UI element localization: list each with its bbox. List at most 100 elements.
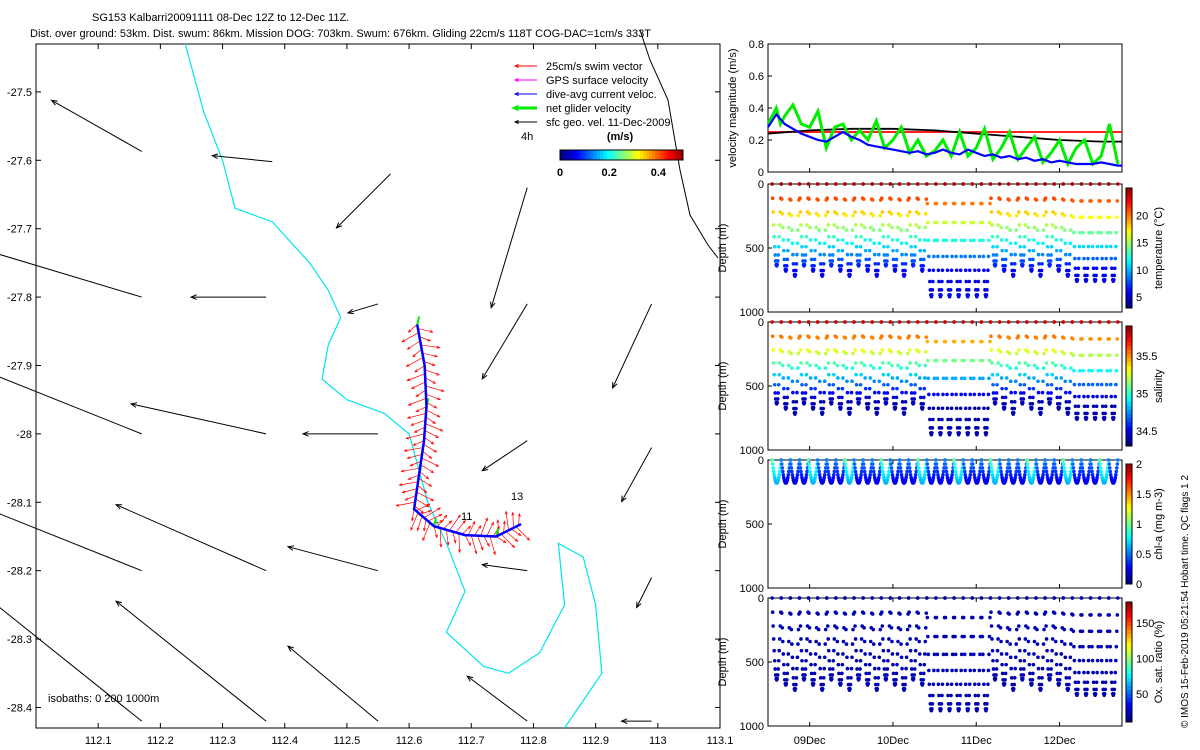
chl-a-sample [908,473,913,477]
temperature-profiles [770,182,1120,299]
oxygen-sample [830,673,835,677]
oxygen-sample [1063,655,1068,660]
salinity-sample [844,366,849,370]
oxygen-sample [981,652,985,657]
oxygen-sample [914,637,918,641]
chl-a-sample [852,462,857,466]
oxygen-sample [849,666,854,671]
oxygen-sample [1022,658,1027,663]
colorbar-swatch [679,150,684,160]
chl-a-sample [868,469,873,474]
map-x-tick-label: 112.5 [334,735,361,747]
chl-a-sample [854,473,858,477]
temperature-sample [858,253,862,257]
oxygen-sample [924,611,929,615]
oxygen-sample [913,658,917,663]
oxygen-sample [943,596,947,600]
oxygen-sample [959,668,963,673]
salinity-sample [1057,401,1062,406]
salinity-sample [1098,337,1102,341]
oxygen-colorbar-swatch [1126,622,1132,627]
salinity-sample [881,361,885,365]
salinity-colorbar-swatch [1126,426,1132,431]
temperature-sample [881,223,885,227]
oxygen-colorbar-swatch [1126,710,1132,715]
oxygen-sample [1104,670,1109,675]
salinity-sample [1015,320,1020,324]
salinity-sample [952,320,956,324]
temperature-sample [1098,215,1103,220]
salinity-sample [1046,391,1050,395]
oxygen-sample [867,662,872,667]
salinity-sample [832,372,836,377]
chl-a-sample [998,466,1003,470]
temperature-sample [1035,228,1040,232]
salinity-sample [888,320,893,324]
oxygen-sample [781,662,786,667]
salinity-sample [875,406,880,411]
oxygen-sample [1067,682,1071,687]
salinity-sample [849,390,854,395]
chl-a-colorbar-swatch [1126,552,1132,557]
salinity-sample [849,400,853,404]
chl-a-colorbar-label: chl-a (mg m-3) [1153,488,1165,560]
temperature-sample [908,234,913,239]
oxygen-sample [982,682,986,687]
chl-a-sample [980,466,985,470]
oxygen-sample [917,652,922,656]
salinity-sample [1052,335,1057,339]
chl-a-sample [850,473,854,477]
salinity-sample [851,351,855,356]
oxygen-sample [816,612,820,616]
oxygen-sample [772,648,776,653]
salinity-sample [977,406,981,411]
chl-a-sample [1040,475,1045,480]
salinity-sample [796,366,800,370]
salinity-sample [807,349,812,354]
temperature-sample [1112,273,1117,278]
temperature-sample [882,253,887,257]
salinity-sample [945,392,949,397]
oxygen-sample [1080,613,1084,617]
oxygen-colorbar-swatch [1126,674,1132,679]
chl-a-sample [889,466,894,470]
temperature-sample [906,182,911,186]
salinity-sample [923,349,928,354]
salinity-sample [958,406,963,411]
oxygen-sample [834,611,839,615]
temperature-sample [1041,228,1046,232]
chl-a-sample [1027,473,1031,477]
oxygen-sample [824,596,829,600]
oxygen-sample [1053,639,1058,644]
salinity-sample [958,417,962,422]
salinity-sample [908,361,912,365]
oxygen-sample [863,662,868,667]
chl-a-sample [879,458,884,462]
temperature-sample [794,268,798,273]
temperature-sample [1016,210,1021,214]
temperature-sample [1076,266,1081,271]
temperature-sample [1045,244,1050,249]
salinity-sample [984,431,989,435]
oxygen-sample [1006,596,1011,600]
salinity-sample [905,351,910,356]
oxygen-sample [857,673,862,677]
oxygen-sample [785,671,790,676]
salinity-y-tick-label: 0 [758,317,764,329]
colorbar-swatch [627,150,632,160]
oxygen-sample [831,658,836,663]
chl-a-colorbar-swatch [1126,504,1132,509]
temperature-sample [1072,230,1076,235]
oxygen-sample [1003,671,1008,676]
temperature-sample [890,225,894,230]
temperature-sample [806,182,811,186]
temperature-sample [831,244,836,249]
salinity-sample [950,376,955,381]
oxygen-sample [1049,658,1054,663]
chl-a-colorbar-swatch [1126,496,1132,501]
temperature-sample [824,182,829,186]
oxygen-sample [1086,658,1091,663]
temperature-sample [1100,266,1105,271]
salinity-sample [779,320,784,324]
velocity-y-tick-label: 0.6 [749,71,764,83]
